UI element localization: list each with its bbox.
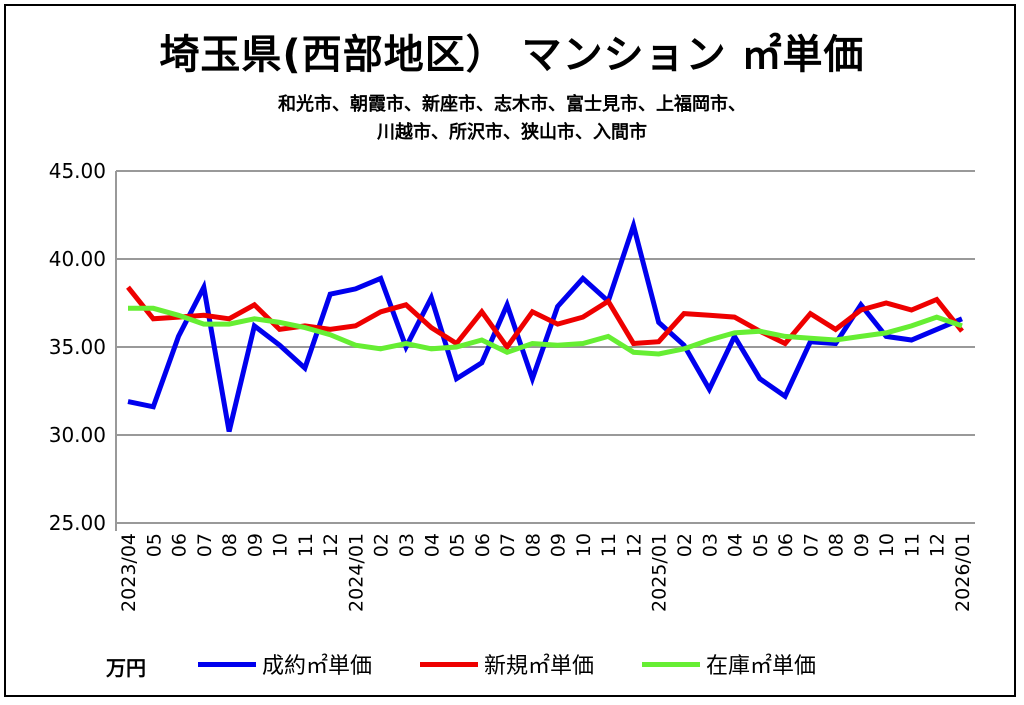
x-tick-label: 12 [623, 533, 645, 557]
x-tick-label: 12 [927, 533, 949, 557]
x-tick-label: 03 [396, 533, 418, 557]
y-tick-label: 25.00 [49, 511, 106, 535]
x-tick-label: 08 [522, 533, 544, 557]
x-tick-label: 2023/04 [118, 533, 140, 612]
x-tick-label: 11 [901, 533, 923, 557]
x-tick-label: 07 [497, 533, 519, 557]
x-tick-label: 09 [548, 533, 570, 557]
legend: 万円 成約㎡単価 新規㎡単価 在庫㎡単価 [0, 648, 1024, 680]
y-tick-label: 45.00 [49, 159, 106, 183]
x-tick-label: 10 [876, 533, 898, 557]
x-tick-label: 04 [725, 533, 747, 557]
x-tick-label: 07 [800, 533, 822, 557]
x-tick-label: 02 [674, 533, 696, 557]
x-tick-label: 12 [320, 533, 342, 557]
legend-label: 成約㎡単価 [262, 654, 373, 679]
x-tick-label: 04 [421, 533, 443, 557]
legend-label: 新規㎡単価 [484, 654, 595, 679]
x-tick-label: 08 [219, 533, 241, 557]
x-tick-label: 06 [472, 533, 494, 557]
x-tick-label: 09 [244, 533, 266, 557]
x-tick-label: 2025/01 [649, 533, 671, 612]
legend-swatch [198, 661, 256, 667]
chart-title: 埼玉県(西部地区） マンション ㎡単価 [159, 32, 865, 78]
x-tick-label: 10 [573, 533, 595, 557]
y-unit-label: 万円 [106, 656, 146, 680]
legend-item-stock: 在庫㎡単価 [642, 648, 816, 680]
series-line-2 [128, 305, 963, 357]
x-tick-label: 07 [194, 533, 216, 557]
chart-subtitle-line-2: 川越市、所沢市、狭山市、入間市 [377, 122, 647, 143]
x-tick-label: 08 [826, 533, 848, 557]
series-line-1 [126, 285, 964, 352]
legend-swatch [642, 661, 700, 667]
x-tick-label: 06 [775, 533, 797, 557]
x-tick-label: 11 [295, 533, 317, 557]
x-tick-label: 03 [699, 533, 721, 557]
x-tick-label: 09 [851, 533, 873, 557]
x-tick-label: 05 [143, 533, 165, 557]
x-tick-label: 05 [447, 533, 469, 557]
x-tick-label: 02 [371, 533, 393, 557]
y-tick-label: 30.00 [49, 423, 106, 447]
legend-item-contract: 成約㎡単価 [198, 648, 372, 680]
y-tick-label: 35.00 [49, 335, 106, 359]
x-tick-label: 05 [750, 533, 772, 557]
x-tick-label: 11 [598, 533, 620, 557]
x-tick-label: 10 [270, 533, 292, 557]
x-tick-label: 2024/01 [345, 533, 367, 612]
y-tick-label: 40.00 [49, 247, 106, 271]
chart-frame [4, 4, 1016, 697]
chart-subtitle-line-1: 和光市、朝霞市、新座市、志木市、富士見市、上福岡市、 [278, 94, 746, 115]
legend-label: 在庫㎡単価 [706, 654, 817, 679]
x-tick-label: 06 [169, 533, 191, 557]
legend-swatch [420, 661, 478, 667]
x-tick-label: 2026/01 [952, 533, 974, 612]
legend-item-new: 新規㎡単価 [420, 648, 594, 680]
